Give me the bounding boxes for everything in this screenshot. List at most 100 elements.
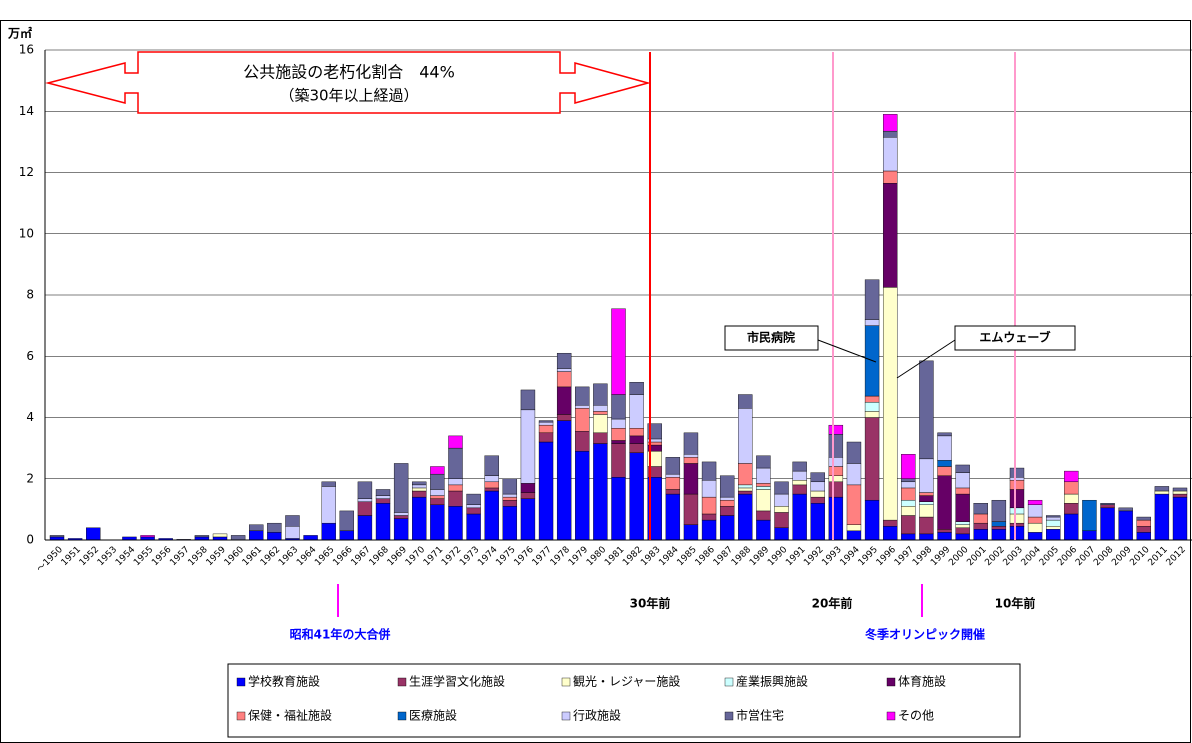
bar-segment xyxy=(864,279,880,320)
bar-segment xyxy=(774,506,789,513)
bar-segment xyxy=(1046,526,1061,530)
bar-segment xyxy=(919,504,934,518)
legend-label: その他 xyxy=(898,709,934,723)
x-tick-label: 1957 xyxy=(168,545,191,568)
x-tick-label: 1965 xyxy=(313,545,336,568)
y-tick-label: 8 xyxy=(26,288,34,302)
x-tick-label: 1975 xyxy=(494,545,517,568)
bar-segment xyxy=(919,458,934,493)
bar-segment xyxy=(375,489,391,496)
bar-segment xyxy=(1118,510,1133,541)
bar-segment xyxy=(738,463,753,486)
bar-segment xyxy=(882,130,898,138)
bar-segment xyxy=(520,389,536,411)
bar-segment xyxy=(593,383,608,406)
bar-segment xyxy=(1009,467,1025,478)
bar-segment xyxy=(828,481,844,498)
bar-segment xyxy=(973,529,988,541)
x-tick-label: 1974 xyxy=(476,545,499,568)
bar-segment xyxy=(738,493,753,541)
bar-segment xyxy=(375,503,391,541)
bar-segment xyxy=(1136,532,1151,541)
x-tick-label: 1976 xyxy=(513,545,536,568)
x-tick-label: 1960 xyxy=(223,545,246,568)
bar-segment xyxy=(683,463,699,495)
bar-segment xyxy=(575,450,590,541)
annotation: 20年前 xyxy=(812,596,853,611)
bar-segment xyxy=(430,504,445,541)
x-tick-label: 2008 xyxy=(1092,545,1115,568)
x-tick-label: 1984 xyxy=(657,545,680,568)
callout-box xyxy=(724,325,819,351)
bar-segment xyxy=(701,480,717,498)
bar-segment xyxy=(611,418,626,429)
x-tick-label: 1989 xyxy=(748,545,771,568)
bar-segment xyxy=(937,475,952,530)
bar-segment xyxy=(919,492,934,496)
bar-segment xyxy=(810,490,825,498)
bar-segment xyxy=(321,481,336,487)
x-tick-label: 1961 xyxy=(241,545,264,568)
bar-segment xyxy=(828,424,844,435)
bar-segment xyxy=(756,510,771,521)
bar-segment xyxy=(466,493,481,505)
bar-segment xyxy=(1027,499,1043,505)
bar-segment xyxy=(882,137,898,172)
bar-segment xyxy=(810,472,825,483)
bar-segment xyxy=(502,496,518,501)
bar-segment xyxy=(756,519,771,541)
y-tick-label: 4 xyxy=(26,410,34,424)
legend-swatch xyxy=(561,677,571,687)
bar-segment xyxy=(882,183,898,288)
bar-segment xyxy=(846,463,862,486)
x-tick-label: 1979 xyxy=(567,545,590,568)
x-tick-label: 1981 xyxy=(603,545,626,568)
legend-label: 産業振興施設 xyxy=(736,674,808,689)
x-tick-label: 2005 xyxy=(1038,545,1061,568)
bar-segment xyxy=(412,490,427,498)
bar-segment xyxy=(901,487,916,501)
bar-segment xyxy=(719,506,735,516)
y-tick-label: 6 xyxy=(26,349,34,363)
bar-segment xyxy=(357,501,373,516)
x-tick-label: 1955 xyxy=(132,545,155,568)
bar-segment xyxy=(1064,470,1079,483)
bar-segment xyxy=(901,478,916,483)
bar-segment xyxy=(864,401,880,412)
bar-segment xyxy=(1064,493,1079,504)
bar-segment xyxy=(593,432,608,444)
bar-segment xyxy=(611,308,626,395)
bar-segment xyxy=(1136,526,1151,533)
x-tick-label: 1958 xyxy=(187,545,210,568)
bar-segment xyxy=(719,496,735,501)
bar-segment xyxy=(901,515,916,535)
bar-segment xyxy=(520,483,536,493)
bar-segment xyxy=(937,435,952,461)
bar-segment xyxy=(593,411,608,415)
bar-segment xyxy=(484,455,499,476)
legend-swatch xyxy=(561,711,571,721)
bar-segment xyxy=(1046,516,1061,521)
x-tick-label: 1997 xyxy=(893,545,916,568)
bar-segment xyxy=(919,495,934,502)
bar-segment xyxy=(1082,530,1097,541)
x-tick-label: 1970 xyxy=(404,545,427,568)
x-tick-label: 1978 xyxy=(549,545,572,568)
bar-segment xyxy=(556,414,572,421)
bar-segment xyxy=(339,510,355,532)
x-tick-label: 1980 xyxy=(585,545,608,568)
bar-segment xyxy=(973,503,988,515)
bar-segment xyxy=(991,499,1007,522)
x-tick-label: 1951 xyxy=(60,545,83,568)
bar-segment xyxy=(719,515,735,541)
bar-segment xyxy=(1046,515,1061,518)
bar-segment xyxy=(792,484,807,495)
annotation: 10年前 xyxy=(995,596,1036,611)
callout-line xyxy=(896,339,956,379)
bar-segment xyxy=(919,516,934,535)
bar-segment xyxy=(212,533,228,538)
bar-segment xyxy=(393,518,409,541)
bar-segment xyxy=(86,527,101,541)
bar-segment xyxy=(448,447,463,479)
bar-segment xyxy=(955,487,970,495)
